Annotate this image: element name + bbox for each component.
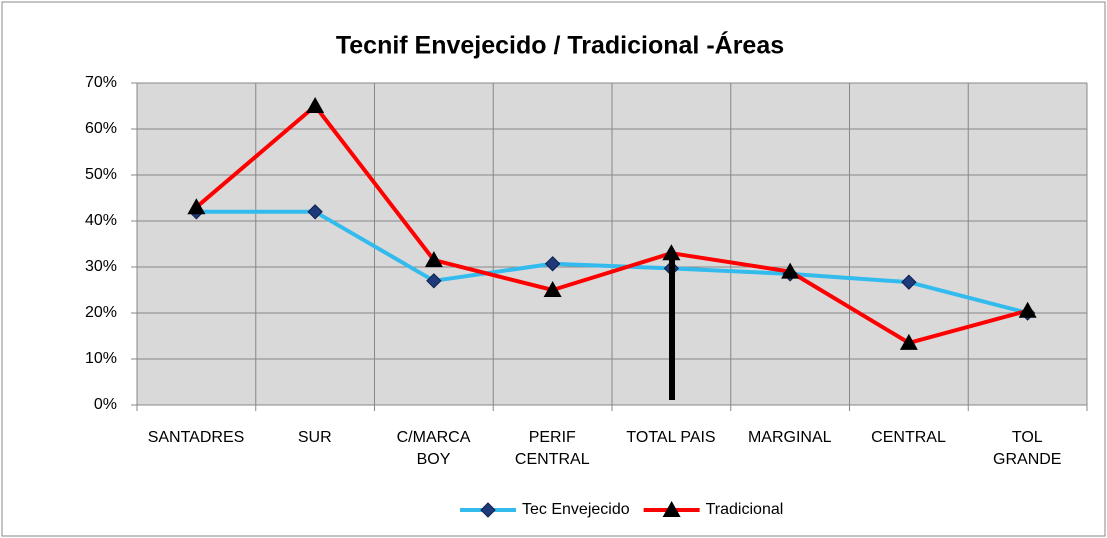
x-tick-label: TOTAL PAIS (626, 429, 716, 446)
y-tick-label: 70% (85, 74, 117, 91)
y-tick-label: 0% (94, 396, 117, 413)
x-tick-label: SUR (297, 429, 332, 446)
chart-title: Tecnif Envejecido / Tradicional -Áreas (336, 31, 784, 60)
marker (306, 97, 325, 113)
marker (187, 198, 206, 215)
marker (662, 501, 681, 517)
y-tick-label: 10% (85, 350, 117, 367)
marker (1018, 301, 1037, 318)
marker (901, 274, 917, 290)
marker (781, 262, 800, 279)
legend-label: Tec Envejecido (522, 501, 630, 518)
x-tick-label: MARGINAL (747, 429, 832, 446)
x-tick-label: TOL GRANDE (993, 429, 1062, 468)
x-tick-label: SANTADRES (147, 429, 245, 446)
x-tick-label: C/MARCA BOY (396, 429, 471, 468)
marker (899, 333, 918, 350)
marker (307, 204, 323, 220)
marker (662, 244, 681, 261)
series-line (195, 104, 1029, 345)
series-line (196, 209, 1029, 315)
y-tick-label: 60% (85, 120, 117, 137)
annotation-bar (669, 254, 675, 400)
y-tick-label: 50% (85, 166, 117, 183)
marker (426, 273, 442, 289)
y-tick-label: 20% (85, 304, 117, 321)
marker (543, 281, 562, 297)
y-tick-label: 40% (85, 212, 117, 229)
legend-label: Tradicional (706, 501, 784, 518)
marks (187, 97, 1037, 350)
marker (544, 256, 561, 272)
marker (480, 502, 496, 518)
marker (424, 251, 443, 268)
x-tick-label: CENTRAL (871, 429, 946, 446)
x-tick-label: PERIF CENTRAL (514, 429, 590, 468)
y-tick-label: 30% (85, 258, 117, 275)
